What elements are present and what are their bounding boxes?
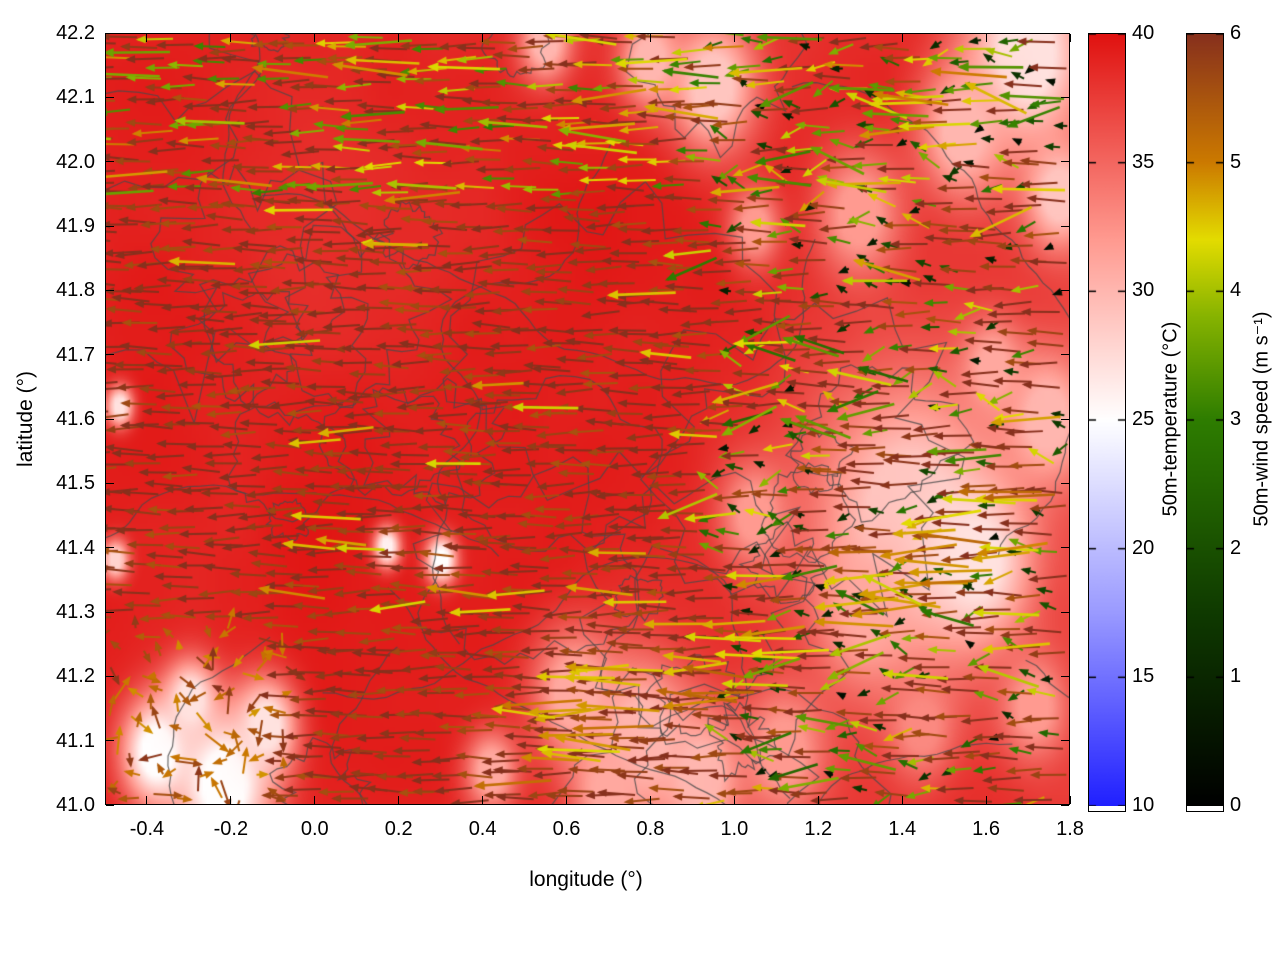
colorbar-tick-label: 15	[1132, 665, 1155, 688]
y-tick-label: 42.1	[56, 86, 95, 109]
y-tick-label: 41.7	[56, 343, 95, 366]
x-tick-label: 0.0	[300, 818, 329, 840]
y-tick-label: 41.3	[56, 601, 95, 623]
colorbar-tick-label: 0	[1230, 794, 1242, 816]
y-tick-label: 41.8	[56, 279, 95, 302]
x-tick-label: -0.2	[213, 818, 249, 840]
x-tick-label: 1.0	[720, 818, 749, 840]
colorbar-tick-label: 40	[1132, 22, 1155, 44]
colorbar-tick-label: 1	[1230, 665, 1242, 688]
x-axis-label: longitude (°)	[529, 868, 643, 891]
x-tick-label: 0.4	[468, 818, 497, 840]
y-tick-label: 41.0	[56, 794, 95, 816]
y-tick-label: 41.2	[56, 665, 95, 688]
colorbar-tick-label: 6	[1230, 22, 1242, 44]
colorbar-tick-label: 35	[1132, 150, 1155, 173]
x-tick-label: -0.4	[129, 818, 165, 840]
colorbar-tick-label: 10	[1132, 794, 1155, 816]
colorbar-tick-label: 30	[1132, 279, 1155, 302]
colorbar-windspeed	[1186, 33, 1224, 812]
colorbar-tick-label: 20	[1132, 536, 1155, 559]
colorbar-tick-label: 4	[1230, 279, 1242, 302]
x-tick-label: 1.6	[972, 818, 1000, 840]
temperature-wind-map-canvas	[105, 33, 1070, 805]
x-tick-label: 0.2	[384, 818, 413, 840]
colorbar-temperature	[1088, 33, 1126, 812]
x-tick-label: 0.6	[552, 818, 581, 840]
colorbar-temperature-gradient	[1089, 34, 1125, 806]
y-tick-label: 42.2	[56, 22, 95, 44]
colorbar-windspeed-gradient	[1187, 34, 1223, 806]
x-tick-label: 1.8	[1056, 818, 1084, 840]
y-tick-label: 42.0	[56, 150, 95, 173]
y-tick-label: 41.4	[56, 536, 95, 559]
x-tick-label: 1.2	[804, 818, 833, 840]
y-tick-label: 41.5	[56, 472, 95, 495]
x-tick-label: 0.8	[636, 818, 665, 840]
colorbar-tick-label: 25	[1132, 408, 1155, 430]
x-tick-label: 1.4	[888, 818, 917, 840]
y-tick-label: 41.1	[56, 729, 95, 752]
y-tick-label: 41.6	[56, 408, 95, 430]
y-tick-label: 41.9	[56, 215, 95, 237]
colorbar-tick-label: 3	[1230, 408, 1242, 430]
colorbar-tick-label: 5	[1230, 150, 1242, 173]
colorbar-tick-label: 2	[1230, 536, 1242, 559]
